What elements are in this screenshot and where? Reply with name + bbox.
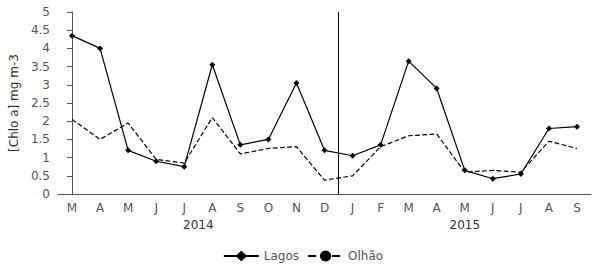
svg-text:A: A [208,201,217,215]
svg-text:M: M [123,201,133,215]
svg-text:Olhão: Olhão [348,249,383,263]
svg-text:3.5: 3.5 [31,60,50,74]
svg-text:[Chlo a] mg m-3: [Chlo a] mg m-3 [7,54,21,152]
svg-text:J: J [181,201,186,215]
svg-text:S: S [237,201,245,215]
svg-text:J: J [350,201,355,215]
svg-text:2015: 2015 [449,218,480,232]
svg-text:S: S [573,201,581,215]
svg-text:4.5: 4.5 [31,23,50,37]
svg-text:J: J [490,201,495,215]
svg-text:A: A [433,201,442,215]
svg-text:Lagos: Lagos [264,249,299,263]
svg-text:3: 3 [42,78,50,92]
svg-text:0.5: 0.5 [31,169,50,183]
svg-text:O: O [264,201,273,215]
svg-text:J: J [153,201,158,215]
svg-text:M: M [67,201,77,215]
svg-text:2014: 2014 [183,218,214,232]
svg-text:0: 0 [42,187,50,201]
svg-text:2.5: 2.5 [31,96,50,110]
svg-text:D: D [320,201,329,215]
svg-text:1.5: 1.5 [31,132,50,146]
svg-text:M: M [460,201,470,215]
svg-text:4: 4 [42,41,50,55]
svg-text:1: 1 [42,151,50,165]
svg-text:5: 5 [42,5,50,19]
svg-text:F: F [377,201,384,215]
svg-text:A: A [545,201,554,215]
svg-text:2: 2 [42,114,50,128]
svg-text:A: A [96,201,105,215]
svg-text:N: N [292,201,301,215]
svg-text:J: J [518,201,523,215]
svg-text:M: M [403,201,413,215]
